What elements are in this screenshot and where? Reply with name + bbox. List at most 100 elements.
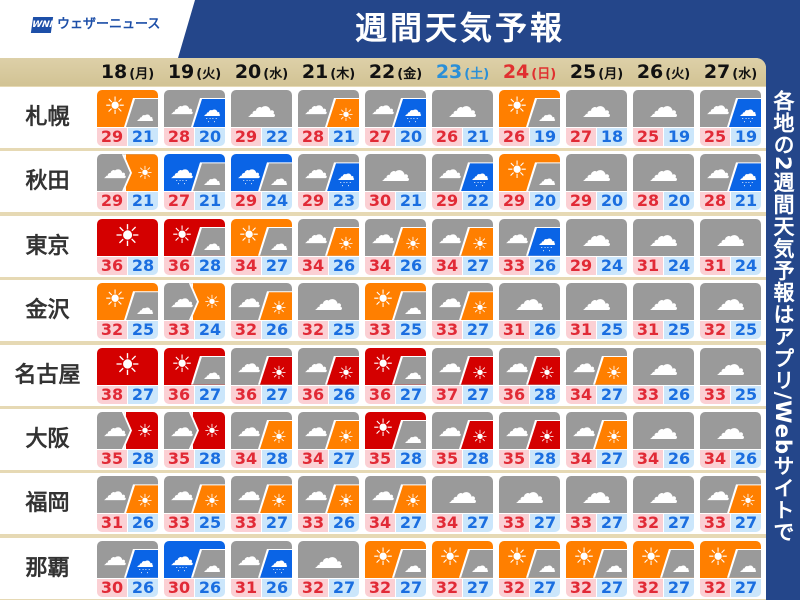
forecast-cell: ☀ ☁ 33 25	[365, 283, 426, 340]
min-temp: 25	[597, 321, 627, 340]
temperatures: 34 27	[566, 385, 627, 404]
cloud-icon: ☁	[371, 220, 395, 249]
cloud-icon: ☁	[237, 414, 261, 442]
sun-icon: ☀	[605, 362, 623, 384]
max-temp: 31	[97, 514, 127, 533]
temperatures: 33 27	[499, 514, 560, 533]
max-temp: 34	[432, 514, 462, 533]
sun-icon: ☀	[238, 220, 260, 249]
weather-icon: ☁ ☁ ∵∵	[499, 218, 560, 256]
sun-icon: ☀	[506, 542, 528, 571]
min-temp: 27	[329, 578, 359, 597]
forecast-cell: ☁ ☀ 33 27	[432, 283, 493, 340]
cloud-icon: ☁	[438, 285, 462, 314]
weather-icon: ☁	[633, 476, 694, 514]
sun-icon: ☀	[471, 298, 489, 320]
weather-icon: ☁	[231, 90, 292, 127]
forecast-cell: ☁ ☁ ∵∵ 28 21	[700, 154, 761, 211]
weather-icon: ☀ ☁	[365, 412, 426, 449]
forecast-cell: ☀ ☁ 32 27	[566, 540, 627, 597]
city-row: 札幌 ☀ ☁ 29 21 ☁ ☁ ∵∵ 28 20 ☁ 29 22 ☁ ☀ 28 21 ☁ ☁ ∵∵ 27 20 ☁ 26 21…	[0, 87, 766, 148]
temperatures: 34 27	[231, 256, 292, 275]
rain-icon: ☁ ∵∵	[270, 550, 288, 576]
cloud-icon: ☁	[270, 233, 288, 255]
occasionally-part: ☀	[327, 485, 359, 514]
rain-icon: ☁ ∵∵	[237, 156, 261, 188]
min-temp: 21	[329, 128, 359, 146]
sun-icon: ☀	[104, 92, 126, 120]
temperatures: 28 20	[164, 128, 225, 146]
occasionally-part: ☁	[528, 99, 560, 127]
temperatures: 33 27	[566, 514, 627, 533]
max-temp: 33	[499, 256, 529, 275]
hot-sun-icon: ☀	[171, 349, 193, 378]
temperatures: 31 26	[231, 578, 292, 597]
cloud-icon: ☁	[438, 349, 462, 378]
min-temp: 27	[396, 578, 426, 597]
city-row: 東京 ☀ 36 28 ☀ ☁ 36 28 ☀ ☁ 34 27 ☁ ☀ 34 26 ☁ ☀ 34 26 ☁ ☀ 34 27 ☁ ☁ ∵…	[0, 215, 766, 277]
min-temp: 20	[597, 192, 627, 211]
max-temp: 30	[164, 578, 194, 597]
occasionally-part: ☀	[528, 356, 560, 385]
min-temp: 26	[664, 450, 694, 468]
day-number: 18	[100, 61, 128, 83]
city-name: 大阪	[25, 427, 70, 452]
max-temp: 32	[566, 578, 596, 597]
max-temp: 32	[499, 578, 529, 597]
rain-icon: ☁ ∵∵	[170, 542, 194, 574]
max-temp: 34	[566, 450, 596, 468]
cloud-icon: ☁	[572, 349, 596, 378]
logo-text: ウェザーニュース	[57, 17, 161, 32]
day-number: 23	[435, 61, 463, 83]
weather-icon: ☁	[633, 412, 694, 449]
max-temp: 36	[298, 385, 328, 404]
temperatures: 26 21	[432, 128, 493, 146]
min-temp: 27	[463, 321, 493, 340]
forecast-cell: ☁ 30 21	[365, 154, 426, 211]
occasionally-part: ☀	[394, 485, 426, 514]
weather-icon: ☁ ☁ ∵∵	[164, 90, 225, 127]
cloud-icon: ☁	[739, 555, 757, 577]
weather-icon: ☀ ☁	[365, 540, 426, 578]
weather-icon: ☁ ☀	[365, 476, 426, 514]
temperatures: 31 25	[633, 321, 694, 340]
min-temp: 24	[597, 256, 627, 275]
city-row: 金沢 ☀ ☁ 32 25 ☁ ☀ 33 24 ☁ ☀ 32 26 ☁ 32 25 ☀ ☁ 33 25 ☁ ☀ 33 27 ☁ 31…	[0, 280, 766, 342]
cloud-icon: ☁	[514, 476, 545, 512]
cloud-icon: ☁	[581, 476, 612, 512]
forecast-cell: ☁ ∵∵ ☁ 30 26	[164, 540, 225, 597]
sun-icon: ☀	[270, 491, 288, 513]
max-temp: 34	[432, 256, 462, 275]
day-number: 19	[167, 61, 195, 83]
forecast-cell: ☀ ☁ 32 27	[633, 540, 694, 597]
forecast-cell: ☁ 31 24	[633, 218, 694, 275]
cloud-icon: ☁	[203, 555, 221, 577]
cloud-icon: ☁	[438, 156, 462, 185]
max-temp: 25	[700, 128, 730, 146]
min-temp: 26	[262, 578, 292, 597]
forecast-cell: ☁ ∵∵ ☁ 27 21	[164, 154, 225, 211]
weather-icon: ☁	[633, 90, 694, 127]
min-temp: 28	[530, 385, 560, 404]
rain-icon: ☁ ∵∵	[136, 550, 154, 576]
date-22: 22 (金)	[362, 58, 429, 86]
weather-icon: ☁ ☀	[164, 412, 225, 449]
temperatures: 32 27	[298, 578, 359, 597]
temperatures: 35 28	[432, 450, 493, 468]
cloud-icon: ☁	[447, 90, 478, 125]
cloud-icon: ☁	[203, 362, 221, 384]
max-temp: 38	[97, 385, 127, 404]
day-number: 22	[368, 61, 396, 83]
temperatures: 35 28	[499, 450, 560, 468]
forecast-cell: ☀ 36 28	[97, 218, 158, 275]
weather-icon: ☁ ☀	[231, 412, 292, 449]
temperatures: 33 24	[164, 321, 225, 340]
cloud-icon: ☁	[313, 283, 344, 319]
temperatures: 36 27	[365, 385, 426, 404]
min-temp: 25	[128, 321, 158, 340]
max-temp: 35	[499, 450, 529, 468]
weather-icon: ☀ ☁	[700, 540, 761, 578]
max-temp: 25	[633, 128, 663, 146]
forecast-cell: ☁ ∵∵ ☁ 29 24	[231, 154, 292, 211]
occasionally-part: ☀	[327, 227, 359, 256]
